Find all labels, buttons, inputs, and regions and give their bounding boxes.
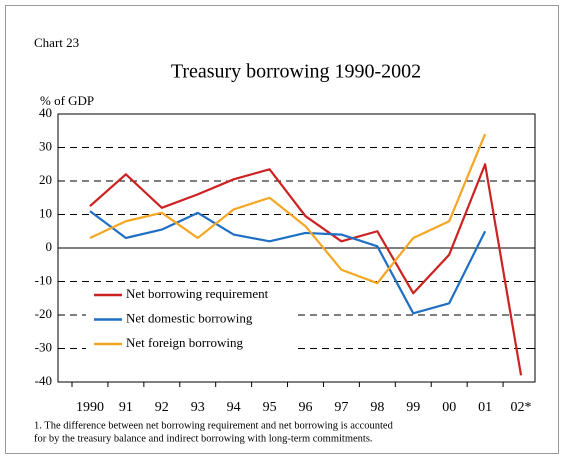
series-line	[89, 133, 487, 285]
x-tick-label: 1990	[76, 400, 104, 415]
footnote: for by the treasury balance and indirect…	[34, 433, 373, 444]
chart-number: Chart 23	[34, 35, 79, 50]
x-tick-label: 02*	[511, 400, 532, 415]
plot-frame	[57, 113, 536, 383]
chart-title: Treasury borrowing 1990-2002	[171, 61, 421, 83]
legend-label: Net foreign borrowing	[126, 335, 243, 350]
x-tick-label: 91	[119, 400, 133, 415]
y-tick-label: -30	[35, 339, 52, 354]
y-tick-label: 40	[39, 105, 52, 120]
x-tick-label: 01	[478, 400, 492, 415]
x-tick-label: 97	[334, 400, 348, 415]
x-tick-label: 00	[442, 400, 456, 415]
y-tick-label: 30	[39, 138, 52, 153]
y-axis-label: % of GDP	[40, 93, 94, 108]
y-tick-label: -20	[35, 306, 52, 321]
legend-label: Net domestic borrowing	[126, 310, 253, 325]
x-tick-label: 99	[406, 400, 420, 415]
x-tick-label: 96	[299, 400, 313, 415]
y-tick-label: 0	[46, 239, 53, 254]
y-tick-label: 20	[39, 172, 52, 187]
y-tick-label: -40	[35, 373, 52, 388]
footnote: 1. The difference between net borrowing …	[34, 420, 394, 431]
x-tick-label: 95	[263, 400, 277, 415]
x-tick-label: 93	[191, 400, 205, 415]
y-tick-label: 10	[39, 205, 52, 220]
legend-label: Net borrowing requirement	[126, 286, 269, 301]
x-tick-label: 94	[227, 400, 241, 415]
x-tick-label: 98	[370, 400, 384, 415]
y-tick-label: -10	[35, 272, 52, 287]
series-line	[89, 210, 487, 315]
x-tick-label: 92	[155, 400, 169, 415]
frame	[5, 5, 559, 454]
series-line	[89, 163, 523, 376]
